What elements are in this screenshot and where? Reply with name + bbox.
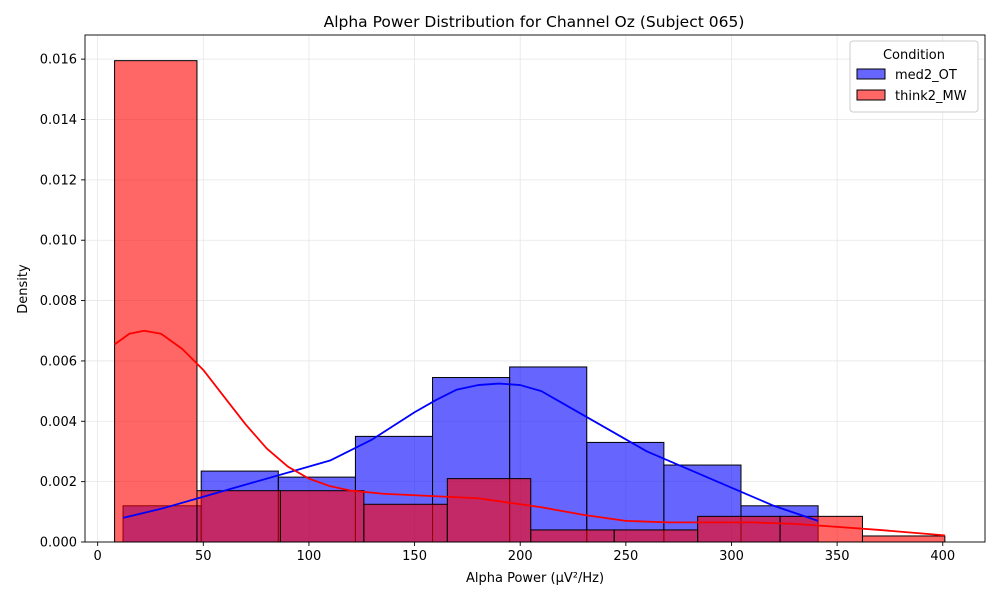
- legend-label-think2_MW: think2_MW: [895, 89, 967, 104]
- histogram-bar-think2_MW: [446, 478, 532, 543]
- x-tick-label: 150: [402, 549, 427, 564]
- y-tick-label: 0.008: [40, 294, 77, 309]
- legend-swatch-med2_OT: [856, 68, 886, 80]
- histogram-bar-think2_MW: [196, 490, 281, 543]
- x-tick-label: 100: [297, 549, 322, 564]
- histogram-bar-think2_MW: [279, 490, 365, 543]
- x-tick-label: 0: [94, 549, 102, 564]
- y-tick-label: 0.000: [40, 536, 77, 551]
- plot-frame: [84, 34, 986, 543]
- x-tick-label: 200: [508, 549, 533, 564]
- x-axis: 0 50 100 150 200 250 300 350 400: [94, 542, 955, 564]
- y-axis: 0.000 0.002 0.004 0.006 0.008 0.010 0.012 0.014…: [40, 53, 85, 551]
- y-axis-label: Density: [16, 264, 31, 314]
- y-tick-label: 0.006: [40, 354, 77, 369]
- legend-swatch-think2_MW: [856, 89, 886, 101]
- kde-curves: [114, 329, 945, 537]
- x-tick-label: 350: [825, 549, 850, 564]
- y-tick-label: 0.010: [40, 234, 77, 249]
- x-axis-label: Alpha Power (µV²/Hz): [466, 571, 604, 586]
- legend-label-med2_OT: med2_OT: [895, 68, 957, 83]
- histogram-bar-think2_MW: [613, 529, 699, 543]
- histogram-bar-think2_MW: [114, 60, 198, 543]
- y-tick-label: 0.014: [40, 113, 77, 128]
- y-tick-label: 0.016: [40, 53, 77, 68]
- y-tick-label: 0.004: [40, 415, 77, 430]
- kde-line-think2_MW: [114, 329, 945, 537]
- histogram-bar-med2_OT: [586, 441, 665, 543]
- legend-title: Condition: [883, 48, 945, 63]
- chart-title: Alpha Power Distribution for Channel Oz …: [324, 13, 745, 31]
- histogram-bar-think2_MW: [530, 529, 615, 543]
- y-tick-label: 0.002: [40, 475, 77, 490]
- x-tick-label: 400: [930, 549, 955, 564]
- histogram-bar-think2_MW: [697, 515, 781, 543]
- x-tick-label: 250: [613, 549, 638, 564]
- x-tick-label: 50: [195, 549, 212, 564]
- y-tick-label: 0.012: [40, 173, 77, 188]
- kde-line-med2_OT: [122, 382, 819, 522]
- histogram-bar-think2_MW: [363, 503, 448, 543]
- x-tick-label: 300: [719, 549, 744, 564]
- histogram-bar-think2_MW: [779, 515, 863, 543]
- legend: Condition med2_OT think2_MW: [849, 40, 979, 113]
- histogram-bar-think2_MW: [861, 535, 946, 543]
